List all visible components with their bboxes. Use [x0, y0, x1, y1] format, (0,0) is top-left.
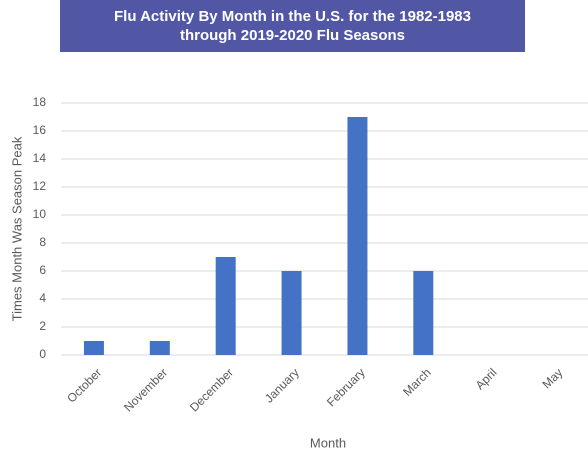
y-tick-label: 10 [33, 207, 47, 221]
x-tick-label: December [187, 365, 236, 414]
y-tick-label: 6 [39, 263, 46, 277]
bar [149, 341, 170, 355]
y-tick-label: 16 [33, 123, 47, 137]
bar [215, 257, 236, 355]
y-tick-label: 0 [39, 347, 46, 361]
x-tick-label: February [324, 365, 368, 409]
bar [281, 271, 302, 355]
bar [347, 117, 368, 355]
bar [413, 271, 434, 355]
x-tick-label: April [473, 365, 500, 392]
x-axis-title: Month [310, 435, 346, 450]
x-tick-label: January [262, 365, 302, 405]
chart-title: Flu Activity By Month in the U.S. for th… [60, 0, 525, 52]
y-axis-title: Times Month Was Season Peak [9, 136, 24, 321]
x-tick-label: October [64, 365, 104, 405]
y-tick-label: 12 [33, 179, 47, 193]
x-tick-label: May [539, 365, 565, 391]
y-tick-label: 18 [33, 95, 47, 109]
y-tick-label: 2 [39, 319, 46, 333]
y-tick-label: 4 [39, 291, 46, 305]
y-tick-label: 14 [33, 151, 47, 165]
x-tick-label: November [121, 365, 170, 414]
x-tick-label: March [400, 365, 433, 398]
bar [83, 341, 104, 355]
y-tick-label: 8 [39, 235, 46, 249]
